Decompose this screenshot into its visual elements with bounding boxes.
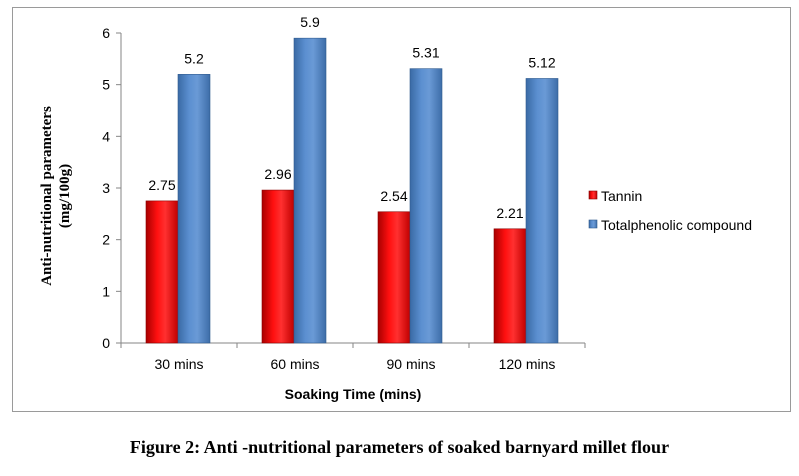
bar-tannin-4 xyxy=(493,228,527,344)
x-tick-label: 90 mins xyxy=(386,356,435,372)
x-tick-label: 30 mins xyxy=(154,356,203,372)
data-label: 5.2 xyxy=(184,50,204,66)
x-axis-title: Soaking Time (mins) xyxy=(285,386,422,402)
figure-caption: Figure 2: Anti -nutritional parameters o… xyxy=(129,437,670,457)
y-axis-title-line: Anti-nutritional parameters xyxy=(39,106,55,286)
bar-totalphenolic-4 xyxy=(525,78,559,344)
bar-totalphenolic-3 xyxy=(409,68,443,344)
bar-tannin-3 xyxy=(377,211,411,344)
legend-swatch-totalphenolic xyxy=(588,219,598,229)
legend-label-tannin: Tannin xyxy=(601,188,642,204)
data-label: 5.9 xyxy=(300,14,320,30)
bar-tannin-2 xyxy=(261,189,295,344)
data-label: 5.31 xyxy=(412,45,439,61)
bar-tannin-1 xyxy=(145,200,179,344)
legend-label-totalphenolic: Totalphenolic compound xyxy=(601,217,752,233)
data-label: 2.21 xyxy=(496,205,523,221)
y-tick-label: 5 xyxy=(102,77,110,93)
legend-swatch-tannin xyxy=(588,190,598,200)
data-label: 2.96 xyxy=(264,166,291,182)
bar-totalphenolic-2 xyxy=(293,37,327,344)
data-label: 2.75 xyxy=(148,177,175,193)
y-tick-label: 4 xyxy=(102,128,110,144)
x-tick-label: 60 mins xyxy=(270,356,319,372)
y-tick-label: 2 xyxy=(102,232,110,248)
data-label: 5.12 xyxy=(528,54,555,70)
bar-totalphenolic-1 xyxy=(177,74,211,344)
y-tick-label: 6 xyxy=(102,25,110,41)
chart-frame: 0 1 2 3 4 5 6 30 mins 60 mins 90 mins 120 mins 2.7… xyxy=(12,7,791,412)
y-axis-title-line: (mg/100g) xyxy=(57,164,73,228)
data-label: 2.54 xyxy=(380,188,407,204)
y-tick-label: 3 xyxy=(102,180,110,196)
bar-chart: 0 1 2 3 4 5 6 30 mins 60 mins 90 mins 120 mins 2.7… xyxy=(39,14,752,402)
y-tick-label: 0 xyxy=(102,335,110,351)
y-tick-label: 1 xyxy=(102,283,110,299)
x-tick-label: 120 mins xyxy=(499,356,556,372)
y-axis-title: Anti-nutritional parameters (mg/100g) xyxy=(39,106,73,286)
